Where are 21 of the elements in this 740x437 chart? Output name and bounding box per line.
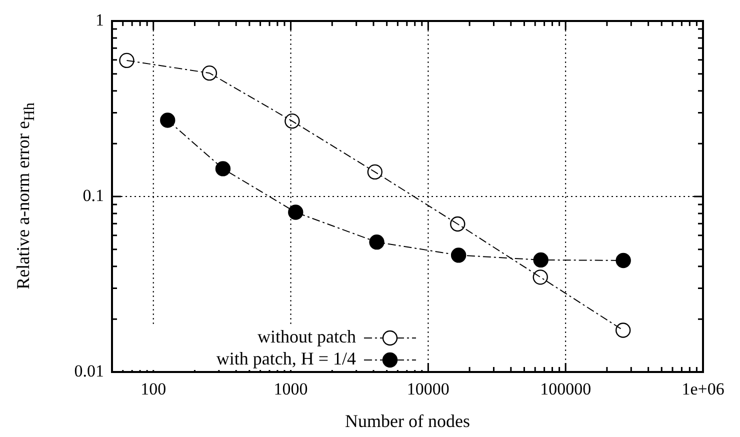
point — [616, 322, 631, 338]
point — [202, 65, 218, 81]
y-tick-label: 0.1 — [82, 186, 104, 205]
y-tick-label: 1 — [96, 10, 104, 30]
point — [450, 248, 466, 263]
x-tick-label: 100 — [140, 380, 166, 399]
point — [284, 113, 300, 129]
legend-label: without patch — [258, 326, 356, 347]
point — [119, 52, 134, 68]
legend-label: with patch, H = 1/4 — [216, 348, 356, 369]
x-tick-label: 100000 — [540, 380, 592, 399]
point — [367, 164, 383, 180]
point — [616, 252, 631, 268]
point — [533, 252, 548, 268]
point — [532, 270, 548, 285]
y-tick-label: 0.01 — [74, 361, 104, 380]
point — [450, 216, 466, 232]
x-axis-title: Number of nodes — [345, 410, 470, 431]
x-tick-label: 1000 — [274, 380, 308, 399]
x-tick-label: 1e+06 — [682, 380, 724, 399]
x-tick-label: 10000 — [406, 380, 450, 399]
